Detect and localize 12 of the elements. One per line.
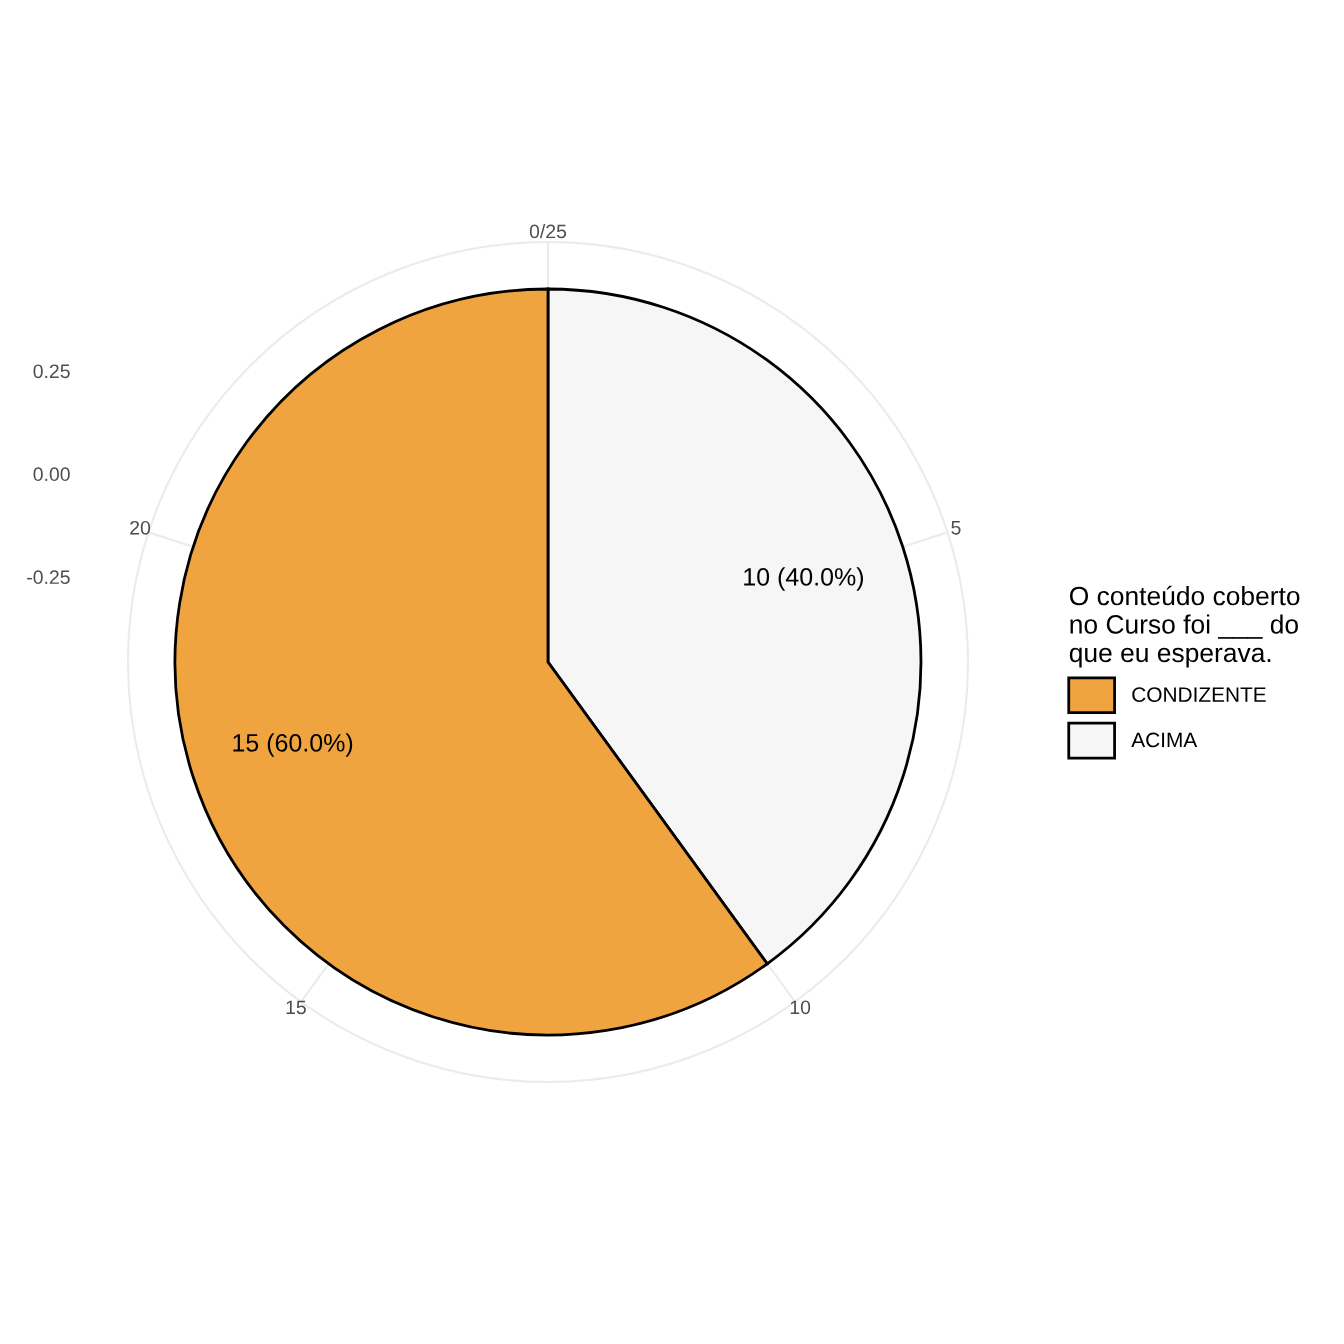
text: 20 xyxy=(130,520,151,535)
text: 5 xyxy=(951,521,961,535)
legend-label: CONDIZENTE xyxy=(1132,687,1266,702)
legend-label: ACIMA xyxy=(1131,732,1198,748)
text: 0/25 xyxy=(529,223,567,239)
text: 15 xyxy=(286,1000,306,1015)
text: 10 xyxy=(790,1000,811,1015)
text: 0.00 xyxy=(33,467,70,482)
data-label: 15 (60.0%) xyxy=(233,733,353,757)
text: -0.25 xyxy=(27,570,70,585)
text: 0.25 xyxy=(33,364,70,379)
legend-title: O conteúdo coberto no Curso foi ___ do que eu esperava. xyxy=(1069,585,1300,668)
